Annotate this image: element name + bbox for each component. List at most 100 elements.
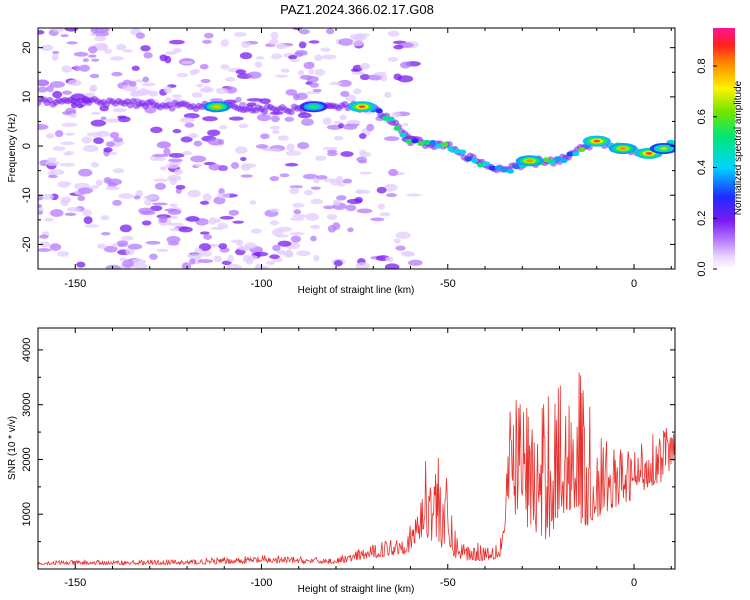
ridge-cell xyxy=(477,162,485,168)
noise-speckle xyxy=(303,189,314,196)
ridge-halo xyxy=(129,97,137,105)
noise-speckle xyxy=(202,85,212,92)
noise-speckle xyxy=(57,251,70,257)
noise-speckle xyxy=(338,38,354,46)
noise-speckle xyxy=(370,217,385,222)
noise-speckle xyxy=(333,260,343,267)
noise-speckle xyxy=(310,224,321,229)
noise-speckle xyxy=(240,164,252,171)
noise-speckle xyxy=(325,28,335,35)
noise-speckle xyxy=(391,111,401,118)
noise-speckle xyxy=(240,174,253,178)
snr-y-axis-label: SNR (10 * v/v) xyxy=(7,416,18,480)
noise-speckle xyxy=(298,41,307,49)
noise-speckle xyxy=(292,202,305,208)
noise-speckle xyxy=(130,91,140,97)
noise-speckle xyxy=(156,248,169,253)
noise-speckle xyxy=(122,49,133,53)
noise-speckle xyxy=(400,61,411,69)
noise-speckle xyxy=(271,53,283,60)
ridge-cell xyxy=(566,151,574,157)
noise-speckle xyxy=(238,123,249,129)
noise-speckle xyxy=(90,185,99,190)
noise-speckle xyxy=(166,235,181,244)
noise-speckle xyxy=(108,151,118,156)
noise-speckle xyxy=(269,38,279,46)
noise-speckle xyxy=(406,193,422,197)
noise-speckle xyxy=(385,256,394,262)
noise-speckle xyxy=(320,47,331,52)
noise-speckle xyxy=(266,260,276,266)
noise-speckle xyxy=(202,193,212,202)
colorbar-tick-label: 0.4 xyxy=(696,160,708,175)
noise-speckle xyxy=(120,235,134,241)
noise-speckle xyxy=(100,116,107,121)
noise-speckle xyxy=(220,166,228,172)
noise-speckle xyxy=(224,77,236,82)
noise-speckle xyxy=(270,31,279,40)
noise-speckle xyxy=(235,69,247,75)
ridge-cell xyxy=(459,149,467,155)
noise-speckle xyxy=(401,250,414,257)
noise-speckle xyxy=(176,72,189,78)
noise-speckle xyxy=(337,79,352,87)
ridge-cell xyxy=(441,142,449,148)
noise-speckle xyxy=(384,91,392,99)
x-tick-label: 0 xyxy=(631,577,637,589)
noise-speckle xyxy=(174,168,183,176)
noise-speckle xyxy=(199,231,210,235)
noise-speckle xyxy=(172,128,182,134)
noise-speckle xyxy=(52,50,60,55)
noise-speckle xyxy=(103,48,112,54)
noise-speckle xyxy=(239,52,253,60)
noise-speckle xyxy=(84,224,99,228)
noise-speckle xyxy=(218,243,228,250)
noise-speckle xyxy=(143,195,159,201)
noise-speckle xyxy=(122,259,134,268)
noise-speckle xyxy=(265,148,282,152)
noise-speckle xyxy=(113,137,124,143)
noise-speckle xyxy=(155,157,167,162)
noise-speckle xyxy=(175,184,186,190)
snr-y-ticks: 1000 2000 3000 4000 xyxy=(21,338,675,543)
ridge-cell xyxy=(375,108,383,114)
noise-speckle xyxy=(178,226,193,233)
noise-speckle xyxy=(260,133,270,140)
noise-speckle xyxy=(376,186,387,194)
noise-speckle xyxy=(112,168,125,174)
noise-speckle xyxy=(168,158,183,163)
noise-speckle xyxy=(82,209,92,217)
noise-speckle xyxy=(383,136,400,142)
noise-speckle xyxy=(152,153,169,158)
noise-speckle xyxy=(59,162,75,167)
noise-speckle xyxy=(105,141,115,147)
noise-speckle xyxy=(38,79,49,87)
noise-speckle xyxy=(52,90,63,99)
noise-speckle xyxy=(180,60,194,65)
noise-speckle xyxy=(289,185,303,189)
noise-speckle xyxy=(207,129,221,137)
noise-speckle xyxy=(180,136,193,143)
noise-speckle xyxy=(168,222,184,227)
noise-speckle xyxy=(46,85,54,93)
noise-speckle xyxy=(89,84,98,93)
ridge-cell xyxy=(560,158,568,164)
ridge-cell xyxy=(578,147,586,153)
noise-speckle xyxy=(52,146,66,151)
noise-speckle xyxy=(203,234,212,240)
noise-speckle xyxy=(95,179,103,187)
spectrogram-ridge xyxy=(38,95,675,174)
noise-speckle xyxy=(314,54,323,62)
noise-speckle xyxy=(150,205,163,212)
noise-speckle xyxy=(44,217,54,222)
ridge-cell xyxy=(542,157,550,163)
noise-speckle xyxy=(109,131,120,139)
noise-speckle xyxy=(154,182,166,190)
noise-speckle xyxy=(215,87,229,95)
noise-speckle xyxy=(49,80,66,88)
ridge-peak xyxy=(645,152,653,155)
noise-speckle xyxy=(314,68,326,76)
noise-speckle xyxy=(346,119,361,125)
noise-speckle xyxy=(82,58,90,62)
noise-speckle xyxy=(284,116,295,122)
